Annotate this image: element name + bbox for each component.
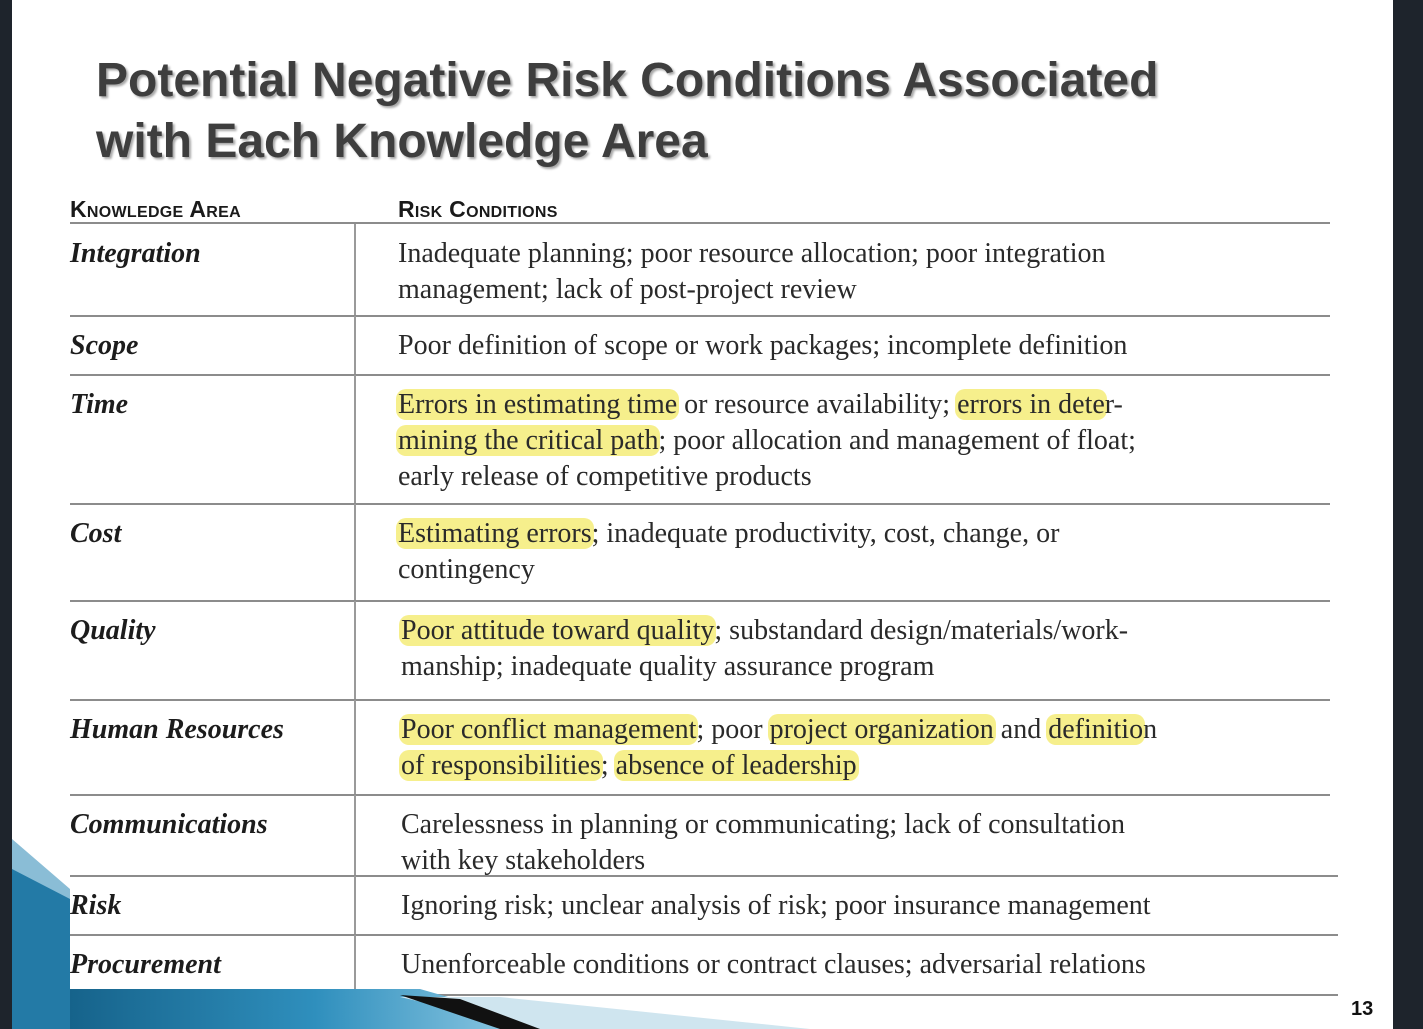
condition-text: Unenforceable conditions or contract cla… [401, 949, 1146, 980]
highlighted-text: Errors in estimating time [396, 389, 680, 420]
row-divider [70, 934, 1338, 936]
column-divider [354, 375, 356, 504]
column-divider [354, 935, 356, 995]
highlighted-text: absence of leadership [613, 750, 859, 781]
highlighted-text: Poor attitude toward quality [399, 615, 717, 646]
risk-conditions-line: early release of competitive products [398, 459, 812, 495]
column-divider [354, 316, 356, 375]
row-divider [70, 600, 1330, 602]
risk-conditions-line: Poor conflict management; poor project o… [399, 712, 1158, 748]
knowledge-area-cell: Cost [70, 518, 122, 549]
column-header-risk-conditions: Risk Conditions [398, 196, 558, 222]
column-divider [354, 224, 356, 316]
highlighted-text: errors in dete [955, 389, 1107, 420]
highlighted-text: of responsibilities [399, 750, 603, 781]
table-header-rule [70, 222, 1330, 224]
knowledge-area-cell: Risk [70, 890, 122, 921]
risk-conditions-line: Estimating errors; inadequate productivi… [396, 516, 1060, 552]
condition-text: Inadequate planning; poor resource alloc… [398, 238, 1106, 269]
condition-text: ; [600, 750, 616, 781]
row-divider [70, 875, 1338, 877]
slide-title-line-1: Potential Negative Risk Conditions Assoc… [96, 54, 1159, 107]
risk-conditions-line: Inadequate planning; poor resource alloc… [398, 236, 1106, 272]
knowledge-area-cell: Time [70, 389, 129, 420]
condition-text: r- [1104, 389, 1123, 420]
condition-text: ; substandard design/materials/work- [714, 615, 1129, 646]
slide-title: Potential Negative Risk Conditions Assoc… [96, 50, 1336, 172]
highlighted-text: project organization [767, 714, 996, 745]
column-divider [354, 601, 356, 700]
column-header-knowledge-area: Knowledge Area [70, 196, 241, 222]
highlighted-text: Estimating errors [396, 518, 594, 549]
row-divider [70, 699, 1330, 701]
condition-text: early release of competitive products [398, 461, 812, 492]
column-divider [354, 795, 356, 876]
row-divider [70, 374, 1330, 376]
risk-conditions-line: Ignoring risk; unclear analysis of risk;… [401, 888, 1151, 924]
condition-text: management; lack of post-project review [398, 274, 857, 305]
risk-conditions-line: of responsibilities; absence of leadersh… [399, 748, 859, 784]
row-divider [70, 994, 1338, 996]
knowledge-area-cell: Human Resources [70, 714, 284, 745]
highlighted-text: mining the critical path [396, 425, 661, 456]
knowledge-area-cell: Quality [70, 615, 156, 646]
risk-conditions-line: Errors in estimating time or resource av… [396, 387, 1123, 423]
risk-conditions-line: contingency [398, 552, 535, 588]
column-divider [354, 876, 356, 935]
risk-conditions-line: Carelessness in planning or communicatin… [401, 807, 1125, 843]
condition-text: ; poor [696, 714, 770, 745]
column-divider [354, 700, 356, 795]
row-divider [70, 315, 1330, 317]
condition-text: contingency [398, 554, 535, 585]
page-number: 13 [1351, 998, 1374, 1020]
risk-conditions-line: Unenforceable conditions or contract cla… [401, 947, 1146, 983]
slide-title-line-2: with Each Knowledge Area [96, 115, 708, 168]
knowledge-area-cell: Scope [70, 330, 139, 361]
knowledge-area-cell: Integration [70, 238, 201, 269]
condition-text: with key stakeholders [401, 845, 646, 876]
risk-conditions-line: Poor attitude toward quality; substandar… [399, 613, 1129, 649]
slide-right-border [1393, 0, 1423, 1029]
condition-text: n [1143, 714, 1158, 745]
highlighted-text: Poor conflict management [399, 714, 699, 745]
condition-text: Poor definition of scope or work package… [398, 330, 1128, 361]
slide-corner-decoration [12, 839, 810, 1029]
risk-conditions-line: management; lack of post-project review [398, 272, 857, 308]
condition-text: Carelessness in planning or communicatin… [401, 809, 1125, 840]
risk-conditions-line: mining the critical path; poor allocatio… [396, 423, 1136, 459]
row-divider [70, 503, 1330, 505]
risk-conditions-line: with key stakeholders [401, 843, 645, 879]
condition-text: ; poor allocation and management of floa… [658, 425, 1136, 456]
risk-conditions-line: Poor definition of scope or work package… [398, 328, 1127, 364]
condition-text: ; inadequate productivity, cost, change,… [591, 518, 1060, 549]
condition-text: manship; inadequate quality assurance pr… [401, 651, 935, 682]
knowledge-area-cell: Communications [70, 809, 268, 840]
row-divider [70, 794, 1330, 796]
risk-conditions-line: manship; inadequate quality assurance pr… [401, 649, 934, 685]
column-divider [354, 504, 356, 601]
condition-text: and [993, 714, 1049, 745]
condition-text: or resource availability; [677, 389, 958, 420]
condition-text: Ignoring risk; unclear analysis of risk;… [401, 890, 1151, 921]
knowledge-area-cell: Procurement [70, 949, 221, 980]
slide-left-border [0, 0, 12, 1029]
highlighted-text: definitio [1046, 714, 1146, 745]
